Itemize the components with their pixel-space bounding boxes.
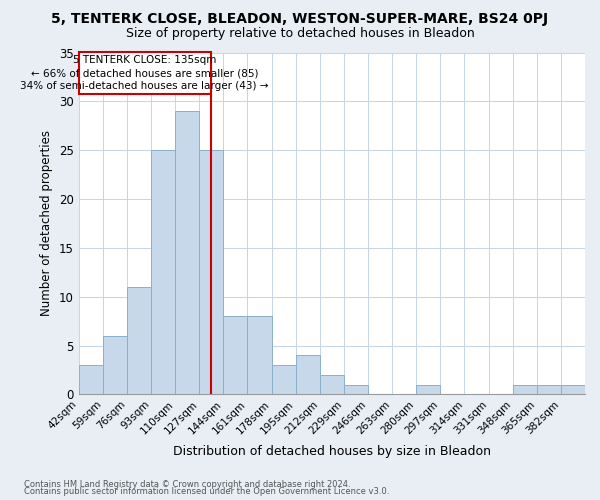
- Text: Size of property relative to detached houses in Bleadon: Size of property relative to detached ho…: [125, 28, 475, 40]
- Bar: [320, 375, 344, 394]
- Bar: [296, 356, 320, 395]
- Bar: [103, 336, 127, 394]
- Bar: [79, 365, 103, 394]
- Text: 5, TENTERK CLOSE, BLEADON, WESTON-SUPER-MARE, BS24 0PJ: 5, TENTERK CLOSE, BLEADON, WESTON-SUPER-…: [52, 12, 548, 26]
- Bar: [127, 287, 151, 395]
- Text: Contains HM Land Registry data © Crown copyright and database right 2024.: Contains HM Land Registry data © Crown c…: [24, 480, 350, 489]
- Bar: [151, 150, 175, 394]
- Text: Contains public sector information licensed under the Open Government Licence v3: Contains public sector information licen…: [24, 487, 389, 496]
- Bar: [561, 384, 585, 394]
- Bar: [416, 384, 440, 394]
- Bar: [79, 52, 211, 94]
- Bar: [199, 150, 223, 394]
- Bar: [344, 384, 368, 394]
- X-axis label: Distribution of detached houses by size in Bleadon: Distribution of detached houses by size …: [173, 444, 491, 458]
- Bar: [223, 316, 247, 394]
- Bar: [272, 365, 296, 394]
- Bar: [537, 384, 561, 394]
- Y-axis label: Number of detached properties: Number of detached properties: [40, 130, 53, 316]
- Bar: [247, 316, 272, 394]
- Text: 5 TENTERK CLOSE: 135sqm
← 66% of detached houses are smaller (85)
34% of semi-de: 5 TENTERK CLOSE: 135sqm ← 66% of detache…: [20, 55, 269, 91]
- Bar: [175, 111, 199, 395]
- Bar: [512, 384, 537, 394]
